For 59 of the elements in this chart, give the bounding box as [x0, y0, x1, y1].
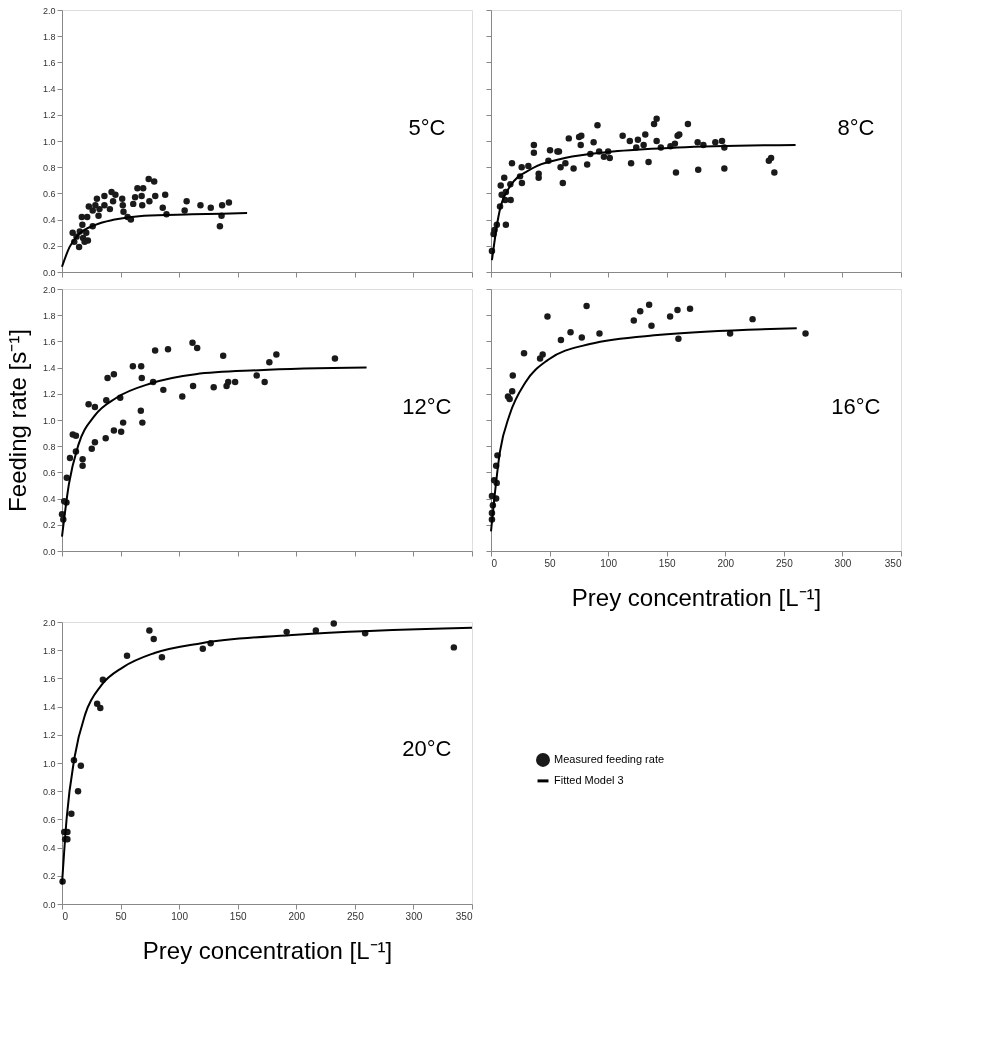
y-tick-label: 0.2: [42, 241, 56, 252]
x-tick-label: 350: [455, 910, 473, 922]
y-tick-label: 2.0: [42, 284, 56, 295]
annotation: 8°C: [837, 114, 875, 140]
y-tick-label: 1.4: [42, 702, 56, 713]
y-tick-label: 2.0: [42, 617, 56, 628]
y-tick-label: 0.8: [42, 786, 56, 797]
x-tick-label: 250: [776, 557, 794, 569]
x-tick-label: 250: [347, 910, 365, 922]
y-tick-label: 1.2: [42, 730, 56, 741]
x-tick-label: 300: [834, 557, 852, 569]
y-tick-label: 0.2: [42, 871, 56, 882]
y-tick-label: 1.8: [42, 31, 56, 42]
y-tick-label: 0.0: [42, 546, 56, 557]
x-tick-label: 100: [171, 910, 189, 922]
y-tick-label: 0.8: [42, 441, 56, 452]
legend-label: Fitted Model 3: [554, 773, 624, 786]
y-tick-label: 1.6: [42, 336, 56, 347]
y-tick-label: 0.0: [42, 899, 56, 910]
y-tick-label: 1.8: [42, 310, 56, 321]
x-axis-title: Prey concentration [L⁻¹]: [571, 583, 822, 611]
annotation: 20°C: [402, 735, 452, 761]
y-axis-title: Feeding rate [s⁻¹]: [3, 329, 31, 512]
y-tick-label: 2.0: [42, 5, 56, 16]
y-tick-label: 1.0: [42, 415, 56, 426]
x-tick-label: 50: [544, 557, 557, 569]
y-tick-label: 1.6: [42, 673, 56, 684]
y-tick-label: 1.6: [42, 57, 56, 68]
y-tick-label: 1.2: [42, 110, 56, 121]
x-tick-label: 50: [115, 910, 128, 922]
x-tick-label: 150: [229, 910, 247, 922]
y-tick-label: 0.6: [42, 814, 56, 825]
y-tick-label: 0.6: [42, 467, 56, 478]
y-tick-label: 1.0: [42, 136, 56, 147]
annotation: 16°C: [831, 393, 881, 419]
y-tick-label: 0.8: [42, 162, 56, 173]
y-tick-label: 0.4: [42, 215, 56, 226]
x-tick-label: 300: [405, 910, 423, 922]
x-tick-label: 350: [884, 557, 902, 569]
x-tick-label: 0: [62, 910, 69, 922]
x-axis-title: Prey concentration [L⁻¹]: [142, 936, 393, 964]
y-tick-label: 0.4: [42, 843, 56, 854]
y-tick-label: 1.0: [42, 758, 56, 769]
y-tick-label: 1.2: [42, 389, 56, 400]
y-tick-label: 1.4: [42, 84, 56, 95]
y-tick-label: 1.4: [42, 363, 56, 374]
annotation: 12°C: [402, 393, 452, 419]
x-tick-label: 0: [491, 557, 498, 569]
y-tick-label: 1.8: [42, 645, 56, 656]
y-tick-label: 0.2: [42, 520, 56, 531]
y-tick-label: 0.6: [42, 188, 56, 199]
y-tick-label: 0.4: [42, 494, 56, 505]
legend-label: Measured feeding rate: [554, 752, 665, 765]
x-tick-label: 200: [288, 910, 306, 922]
y-tick-label: 0.0: [42, 267, 56, 278]
annotation: 5°C: [408, 114, 446, 140]
x-tick-label: 200: [717, 557, 735, 569]
x-tick-label: 100: [600, 557, 618, 569]
x-tick-label: 150: [658, 557, 676, 569]
